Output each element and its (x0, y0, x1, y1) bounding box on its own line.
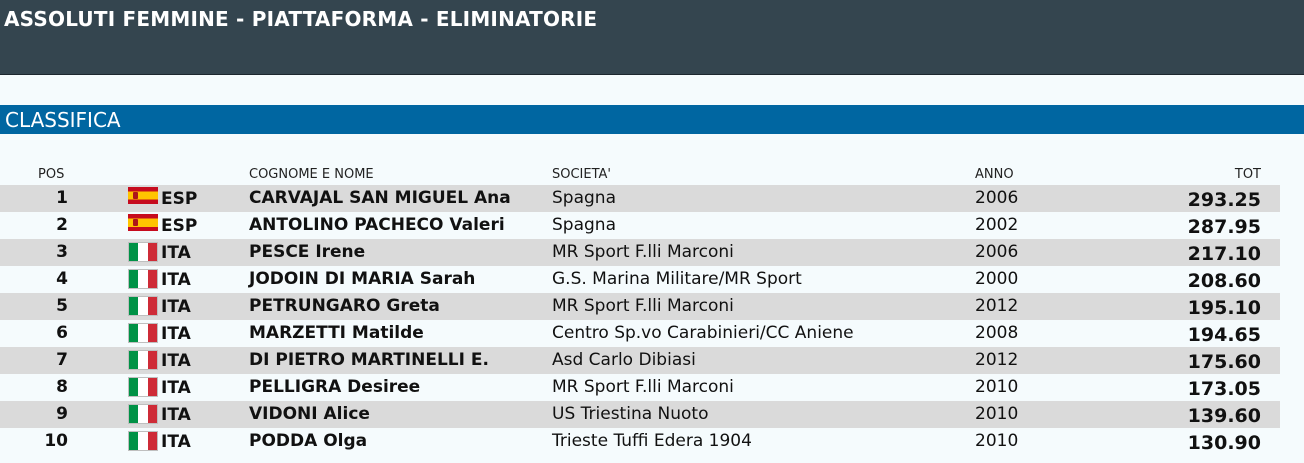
row-nation: ITA (161, 243, 191, 263)
row-nation: ITA (161, 297, 191, 317)
row-birth-year: 2006 (975, 242, 1019, 262)
row-athlete-name: MARZETTI Matilde (249, 323, 424, 343)
table-body: 1 ESP CARVAJAL SAN MIGUEL Ana Spagna 2006 293… (0, 185, 1304, 455)
row-club: G.S. Marina Militare/MR Sport (552, 269, 802, 289)
italy-flag-icon (128, 269, 158, 289)
row-total-score: 208.60 (1187, 270, 1261, 292)
row-total-score: 130.90 (1187, 432, 1261, 454)
row-birth-year: 2012 (975, 350, 1019, 370)
row-nation: ESP (161, 216, 198, 236)
row-position: 1 (56, 188, 68, 208)
spain-flag-icon (128, 214, 158, 231)
row-athlete-name: DI PIETRO MARTINELLI E. (249, 350, 489, 370)
row-nation: ITA (161, 405, 191, 425)
table-row: 7 ITA DI PIETRO MARTINELLI E. Asd Carlo Dib… (0, 347, 1280, 374)
page-title: ASSOLUTI FEMMINE - PIATTAFORMA - ELIMINA… (4, 7, 598, 31)
row-position: 2 (56, 215, 68, 235)
section-title: CLASSIFICA (5, 108, 121, 132)
page-header: ASSOLUTI FEMMINE - PIATTAFORMA - ELIMINA… (0, 0, 1304, 75)
column-header-total: TOT (1234, 167, 1261, 182)
section-bar: CLASSIFICA (0, 105, 1304, 134)
row-position: 8 (56, 377, 68, 397)
row-position: 9 (56, 404, 68, 424)
row-athlete-name: PODDA Olga (249, 431, 368, 451)
row-total-score: 195.10 (1187, 297, 1261, 319)
row-birth-year: 2006 (975, 188, 1019, 208)
row-position: 4 (56, 269, 68, 289)
row-total-score: 175.60 (1187, 351, 1261, 373)
table-row: 4 ITA JODOIN DI MARIA Sarah G.S. Marina Mil… (0, 266, 1280, 293)
table-row: 3 ITA PESCE Irene MR Sport F.lli Marconi 200… (0, 239, 1280, 266)
row-total-score: 194.65 (1187, 324, 1261, 346)
italy-flag-icon (128, 242, 158, 262)
row-athlete-name: CARVAJAL SAN MIGUEL Ana (249, 188, 511, 208)
table-row: 1 ESP CARVAJAL SAN MIGUEL Ana Spagna 2006 293… (0, 185, 1280, 212)
row-position: 7 (56, 350, 68, 370)
column-header-pos: POS (38, 167, 65, 182)
row-club: MR Sport F.lli Marconi (552, 296, 734, 316)
row-nation: ITA (161, 432, 191, 452)
row-nation: ITA (161, 270, 191, 290)
row-birth-year: 2000 (975, 269, 1019, 289)
italy-flag-icon (128, 296, 158, 316)
row-position: 5 (56, 296, 68, 316)
row-athlete-name: ANTOLINO PACHECO Valeri (249, 215, 505, 235)
table-header: POS COGNOME E NOME SOCIETA' ANNO TOT (0, 165, 1304, 185)
row-total-score: 293.25 (1187, 189, 1261, 211)
italy-flag-icon (128, 377, 158, 397)
row-total-score: 139.60 (1187, 405, 1261, 427)
italy-flag-icon (128, 404, 158, 424)
row-position: 3 (56, 242, 68, 262)
row-club: Spagna (552, 215, 616, 235)
column-header-club: SOCIETA' (552, 167, 612, 182)
row-birth-year: 2010 (975, 431, 1019, 451)
row-club: Spagna (552, 188, 616, 208)
row-club: US Triestina Nuoto (552, 404, 709, 424)
row-athlete-name: VIDONI Alice (249, 404, 370, 424)
ranking-table: POS COGNOME E NOME SOCIETA' ANNO TOT 1 ES… (0, 165, 1304, 455)
italy-flag-icon (128, 323, 158, 343)
row-total-score: 173.05 (1187, 378, 1261, 400)
row-club: Trieste Tuffi Edera 1904 (552, 431, 752, 451)
row-club: Asd Carlo Dibiasi (552, 350, 696, 370)
row-nation: ITA (161, 324, 191, 344)
column-header-name: COGNOME E NOME (249, 167, 374, 182)
table-row: 10 ITA PODDA Olga Trieste Tuffi Edera 1904 2… (0, 428, 1280, 455)
row-position: 6 (56, 323, 68, 343)
italy-flag-icon (128, 350, 158, 370)
row-birth-year: 2010 (975, 377, 1019, 397)
table-row: 5 ITA PETRUNGARO Greta MR Sport F.lli Marco… (0, 293, 1280, 320)
row-club: MR Sport F.lli Marconi (552, 242, 734, 262)
row-position: 10 (44, 431, 68, 451)
row-total-score: 287.95 (1187, 216, 1261, 238)
row-birth-year: 2010 (975, 404, 1019, 424)
table-row: 8 ITA PELLIGRA Desiree MR Sport F.lli Marco… (0, 374, 1280, 401)
row-total-score: 217.10 (1187, 243, 1261, 265)
row-club: MR Sport F.lli Marconi (552, 377, 734, 397)
spain-flag-icon (128, 187, 158, 204)
row-athlete-name: PESCE Irene (249, 242, 366, 262)
column-header-year: ANNO (975, 167, 1014, 182)
row-birth-year: 2012 (975, 296, 1019, 316)
row-club: Centro Sp.vo Carabinieri/CC Aniene (552, 323, 854, 343)
table-row: 6 ITA MARZETTI Matilde Centro Sp.vo Carabin… (0, 320, 1280, 347)
row-nation: ITA (161, 378, 191, 398)
row-birth-year: 2008 (975, 323, 1019, 343)
table-row: 2 ESP ANTOLINO PACHECO Valeri Spagna 2002 287… (0, 212, 1280, 239)
row-nation: ESP (161, 189, 198, 209)
row-athlete-name: JODOIN DI MARIA Sarah (249, 269, 476, 289)
row-athlete-name: PELLIGRA Desiree (249, 377, 421, 397)
row-nation: ITA (161, 351, 191, 371)
row-athlete-name: PETRUNGARO Greta (249, 296, 440, 316)
italy-flag-icon (128, 431, 158, 451)
row-birth-year: 2002 (975, 215, 1019, 235)
table-row: 9 ITA VIDONI Alice US Triestina Nuoto 2010 13… (0, 401, 1280, 428)
